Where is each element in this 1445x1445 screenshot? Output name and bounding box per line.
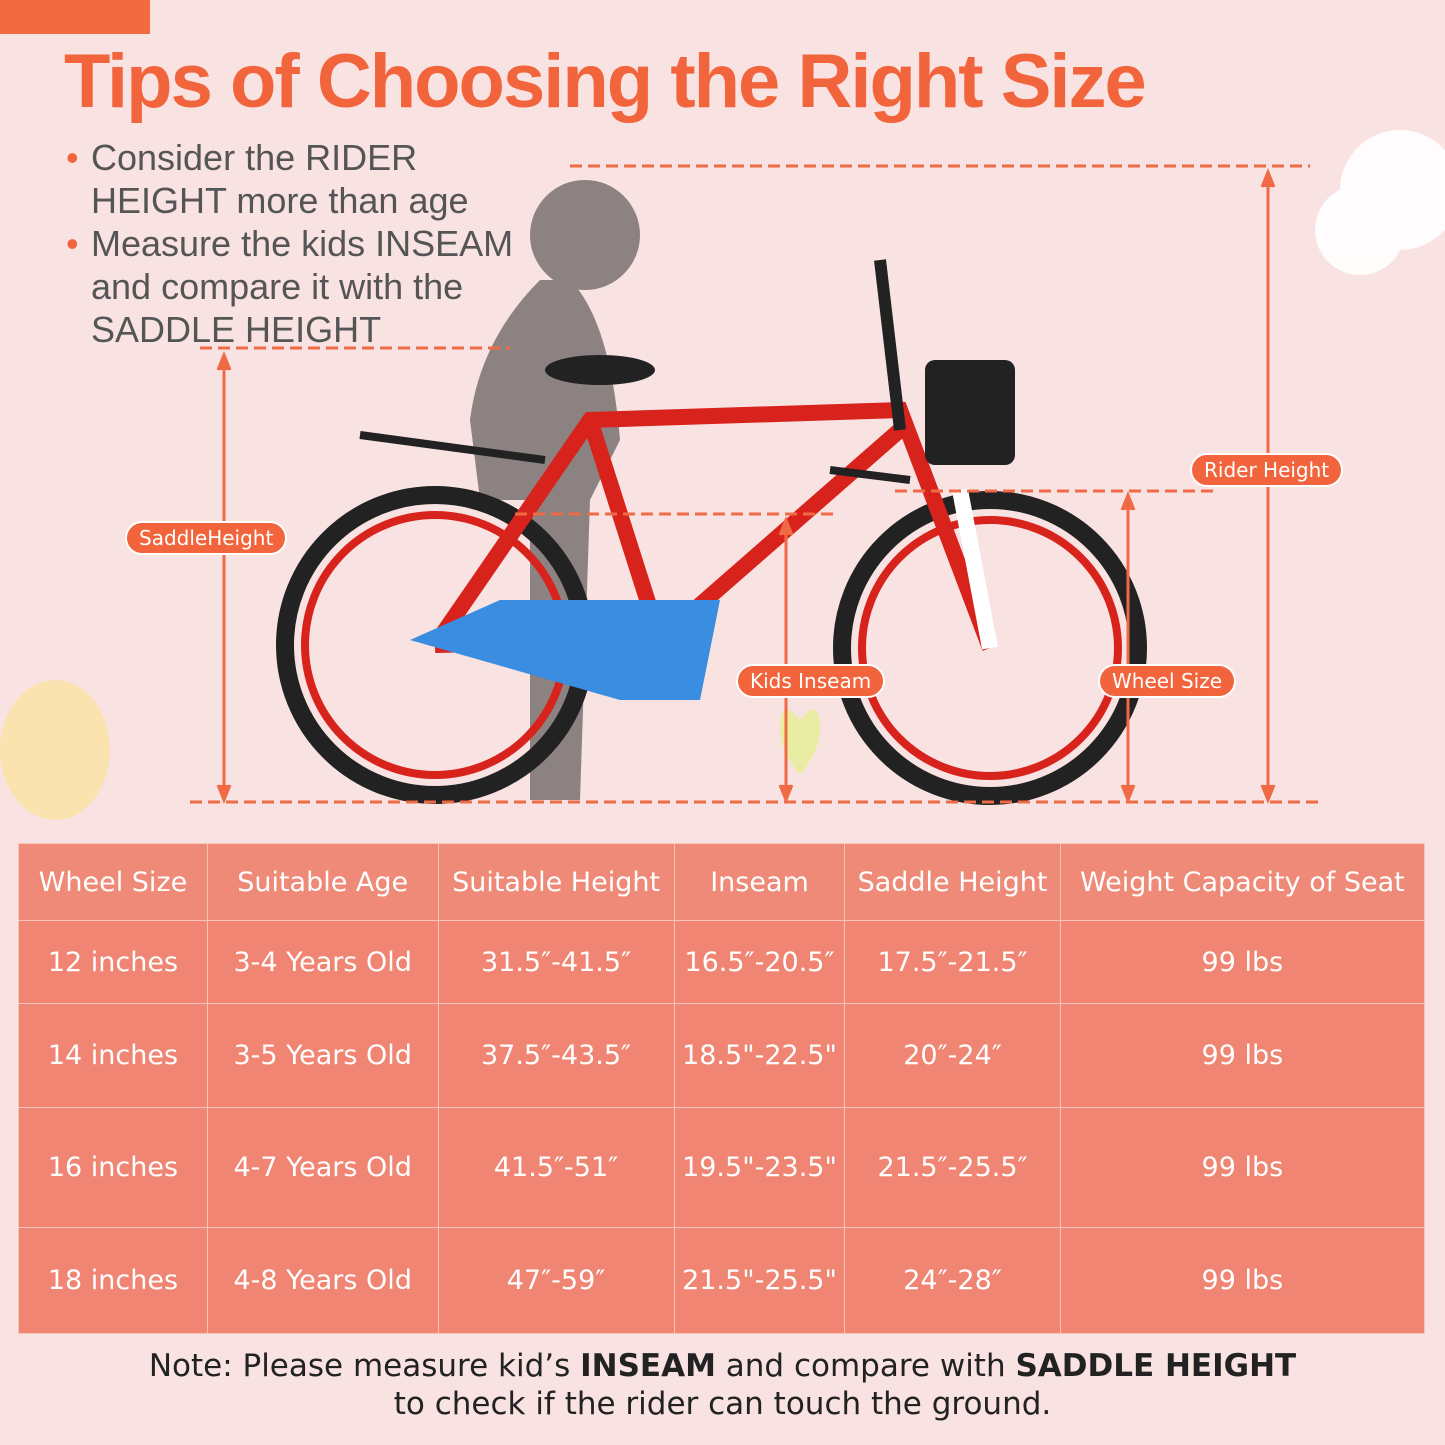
background-decor — [0, 130, 1445, 820]
table-row: 14 inches 3-5 Years Old 37.5″-43.5″ 18.5"-2… — [18, 1003, 1426, 1108]
table-cell: 99 lbs — [1059, 1227, 1426, 1334]
table-cell: 14 inches — [18, 1003, 208, 1108]
note-line: to check if the rider can touch the grou… — [393, 1386, 1052, 1422]
header-cell: Inseam — [673, 843, 846, 921]
table-cell: 18.5"-22.5" — [673, 1003, 846, 1108]
note-line: Note: Please measure kid’s INSEAM and co… — [0, 1348, 1445, 1384]
table-cell: 16 inches — [18, 1107, 208, 1228]
table-cell: 41.5″-51″ — [437, 1107, 675, 1228]
table-cell: 20″-24″ — [844, 1003, 1061, 1108]
label-tag: Wheel Size — [1098, 664, 1237, 698]
table-cell: 19.5"-23.5" — [673, 1107, 846, 1228]
table-cell: 3-4 Years Old — [206, 920, 439, 1004]
bullet: Measure the kids INSEAM and compare it w… — [66, 222, 531, 351]
header-cell: Wheel Size — [18, 843, 208, 921]
illustration — [0, 130, 1445, 820]
table-cell: 99 lbs — [1059, 1107, 1426, 1228]
note-text: and compare with — [715, 1348, 1016, 1384]
table-cell: 17.5″-21.5″ — [844, 920, 1061, 1004]
table-cell: 37.5″-43.5″ — [437, 1003, 675, 1108]
table-cell: 3-5 Years Old — [206, 1003, 439, 1108]
table-cell: 18 inches — [18, 1227, 208, 1334]
table-cell: 16.5″-20.5″ — [673, 920, 846, 1004]
header-cell: Suitable Height — [437, 843, 675, 921]
label-tag: SaddleHeight — [125, 521, 288, 555]
title: Tips of Choosing the Right Size — [64, 39, 1147, 124]
table-cell: 99 lbs — [1059, 920, 1426, 1004]
header-cell: Saddle Height — [844, 843, 1061, 921]
header-cell: Suitable Age — [206, 843, 439, 921]
bicycle — [276, 259, 1147, 805]
table-cell: 47″-59″ — [437, 1227, 675, 1334]
header-cell: Weight Capacity of Seat — [1059, 843, 1426, 921]
size-table: Wheel Size Suitable Age Suitable Height Ins… — [18, 843, 1426, 1334]
table-cell: 4-7 Years Old — [206, 1107, 439, 1228]
note-text: Note: Please measure kid’s — [148, 1348, 581, 1384]
table-cell: 21.5"-25.5" — [673, 1227, 846, 1334]
label-tag: Kids Inseam — [736, 664, 886, 698]
table-cell: 12 inches — [18, 920, 208, 1004]
table-cell: 99 lbs — [1059, 1003, 1426, 1108]
label-tag: Rider Height — [1190, 453, 1344, 487]
note-emphasis: SADDLE HEIGHT — [1015, 1348, 1297, 1384]
table-row: Wheel Size Suitable Age Suitable Height Ins… — [18, 843, 1426, 921]
corner-bar — [0, 0, 150, 34]
table-row: 16 inches 4-7 Years Old 41.5″-51″ 19.5"-23.… — [18, 1107, 1426, 1228]
table-row: 18 inches 4-8 Years Old 47″-59″ 21.5"-25.5"… — [18, 1227, 1426, 1334]
table-cell: 31.5″-41.5″ — [437, 920, 675, 1004]
table-cell: 24″-28″ — [844, 1227, 1061, 1334]
note-emphasis: INSEAM — [580, 1348, 716, 1384]
table-cell: 4-8 Years Old — [206, 1227, 439, 1334]
bullet: Consider the RIDER HEIGHT more than age — [66, 136, 561, 222]
table-row: 12 inches 3-4 Years Old 31.5″-41.5″ 16.5″-2… — [18, 920, 1426, 1004]
table-cell: 21.5″-25.5″ — [844, 1107, 1061, 1228]
